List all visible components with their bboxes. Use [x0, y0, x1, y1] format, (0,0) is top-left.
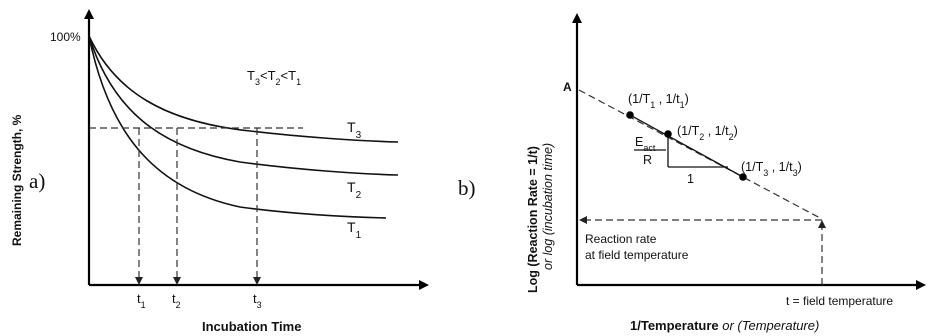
arrhenius-dashed-line: [579, 90, 822, 219]
data-point-2: [664, 130, 672, 138]
curve-t1: [89, 36, 386, 218]
panel-b-x-axis-title: 1/Temperature or (Temperature): [630, 318, 819, 333]
panel-a-label: a): [29, 169, 45, 193]
tick-label-t2: t2: [172, 291, 181, 310]
tick-label-t3: t3: [253, 291, 262, 310]
point-a-label: A: [563, 80, 572, 94]
temperature-relation: T3<T2<T1: [247, 68, 301, 87]
curve-label-t2: T2: [347, 179, 362, 201]
curve-label-t1: T1: [347, 219, 362, 241]
curve-t2: [89, 36, 398, 175]
point-label-3: (1/T3 , 1/t3): [741, 160, 802, 178]
data-point-1: [626, 111, 634, 119]
panel-b-y-axis-subtitle: or log (incubation time): [541, 143, 555, 270]
reaction-rate-line-1: Reaction rate: [585, 232, 657, 246]
slope-run-label: 1: [687, 172, 694, 186]
reaction-rate-line-2: at field temperature: [585, 248, 689, 262]
panel-a: 100% T3<T2<T1 T3 T2 T1 t1 t2 t3 Remainin…: [10, 14, 424, 334]
hundred-percent-label: 100%: [50, 30, 81, 44]
curve-label-t3: T3: [347, 119, 362, 141]
tick-label-t1: t1: [137, 291, 146, 310]
panel-a-x-axis-title: Incubation Time: [202, 319, 301, 334]
slope-denominator: R: [643, 153, 652, 167]
panel-b-y-axis-title: Log (Reaction Rate = 1/t): [526, 146, 540, 293]
point-label-1: (1/T1 , 1/t1): [628, 92, 689, 110]
panel-b: A (1/T1 , 1/t1) (1/T2 , 1/t2) (1/T3 , 1/…: [458, 18, 921, 333]
panel-a-y-axis-title: Remaining Strength, %: [10, 114, 24, 246]
point-label-2: (1/T2 , 1/t2): [677, 124, 738, 142]
panel-b-label: b): [458, 176, 476, 200]
field-temperature-label: t = field temperature: [786, 294, 893, 308]
data-point-3: [739, 173, 747, 181]
